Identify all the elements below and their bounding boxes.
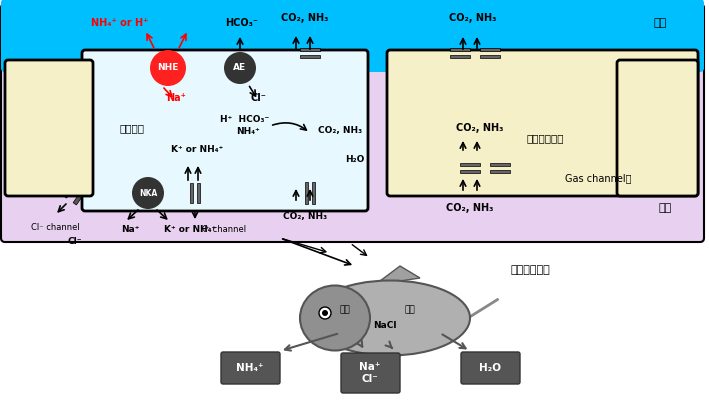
Text: Na⁺: Na⁺ xyxy=(121,226,139,235)
Text: CO₂, NH₃: CO₂, NH₃ xyxy=(457,123,503,133)
Text: NH₄⁺: NH₄⁺ xyxy=(236,363,264,373)
Text: AE: AE xyxy=(233,64,247,73)
Ellipse shape xyxy=(300,286,370,350)
Polygon shape xyxy=(380,266,420,281)
Text: Na⁺: Na⁺ xyxy=(166,93,186,103)
FancyBboxPatch shape xyxy=(5,60,93,196)
Text: NKA: NKA xyxy=(139,188,157,197)
Circle shape xyxy=(224,52,256,84)
Text: Cl⁻ channel: Cl⁻ channel xyxy=(30,224,79,233)
Text: CO₂, NH₃: CO₂, NH₃ xyxy=(283,211,327,220)
Bar xyxy=(490,163,510,166)
Text: NH₄⁺ or H⁺: NH₄⁺ or H⁺ xyxy=(91,18,149,28)
Text: CO₂, NH₃: CO₂, NH₃ xyxy=(450,13,497,23)
FancyBboxPatch shape xyxy=(387,50,698,196)
Text: K⁺ channel: K⁺ channel xyxy=(200,226,246,235)
FancyBboxPatch shape xyxy=(617,60,698,196)
FancyBboxPatch shape xyxy=(461,352,520,384)
Text: Cl⁻: Cl⁻ xyxy=(250,93,266,103)
Text: NH₄⁺: NH₄⁺ xyxy=(236,127,260,137)
Text: 呼吸上皮細胞: 呼吸上皮細胞 xyxy=(526,133,564,143)
Ellipse shape xyxy=(310,281,470,355)
Bar xyxy=(190,183,193,203)
Text: NaCl: NaCl xyxy=(373,322,397,330)
Text: 淡水産硬骨魚: 淡水産硬骨魚 xyxy=(510,265,550,275)
Bar xyxy=(63,181,77,198)
Circle shape xyxy=(132,177,164,209)
Bar xyxy=(73,188,86,205)
Bar xyxy=(5,3,700,53)
Text: Gas channel？: Gas channel？ xyxy=(565,173,632,183)
Text: CO₂, NH₃: CO₂, NH₃ xyxy=(318,126,362,135)
FancyBboxPatch shape xyxy=(221,352,280,384)
Bar xyxy=(312,182,315,204)
Circle shape xyxy=(319,307,331,319)
Circle shape xyxy=(322,310,328,316)
Text: 塩類細胞: 塩類細胞 xyxy=(120,123,145,133)
FancyBboxPatch shape xyxy=(1,4,704,242)
Bar xyxy=(197,183,200,203)
Bar xyxy=(480,55,500,58)
Text: CO₂, NH₃: CO₂, NH₃ xyxy=(281,13,329,23)
FancyBboxPatch shape xyxy=(341,353,400,393)
Text: 淡水: 淡水 xyxy=(654,18,666,28)
Bar xyxy=(490,170,510,173)
FancyArrowPatch shape xyxy=(470,299,498,317)
Text: 体液: 体液 xyxy=(659,203,671,213)
Text: K⁺ or NH₄⁺: K⁺ or NH₄⁺ xyxy=(164,226,216,235)
Bar xyxy=(300,48,320,51)
Bar xyxy=(460,170,480,173)
Text: 腎臓: 腎臓 xyxy=(405,306,415,315)
Text: K⁺ or NH₄⁺: K⁺ or NH₄⁺ xyxy=(171,146,223,155)
Text: Cl⁻: Cl⁻ xyxy=(68,237,82,246)
FancyBboxPatch shape xyxy=(1,0,704,72)
Bar xyxy=(480,48,500,51)
Bar xyxy=(450,55,470,58)
Text: H₂O: H₂O xyxy=(479,363,501,373)
Text: エラ: エラ xyxy=(340,306,350,315)
Text: Na⁺
Cl⁻: Na⁺ Cl⁻ xyxy=(359,362,381,384)
Text: H₂O: H₂O xyxy=(345,155,364,164)
Text: NHE: NHE xyxy=(157,64,179,73)
Bar xyxy=(450,48,470,51)
Bar xyxy=(460,163,480,166)
Text: CO₂, NH₃: CO₂, NH₃ xyxy=(446,203,493,213)
Text: H⁺  HCO₃⁻: H⁺ HCO₃⁻ xyxy=(220,115,269,124)
FancyBboxPatch shape xyxy=(82,50,368,211)
Text: HCO₃⁻: HCO₃⁻ xyxy=(225,18,259,28)
Bar xyxy=(305,182,308,204)
Bar xyxy=(300,55,320,58)
Circle shape xyxy=(150,50,186,86)
